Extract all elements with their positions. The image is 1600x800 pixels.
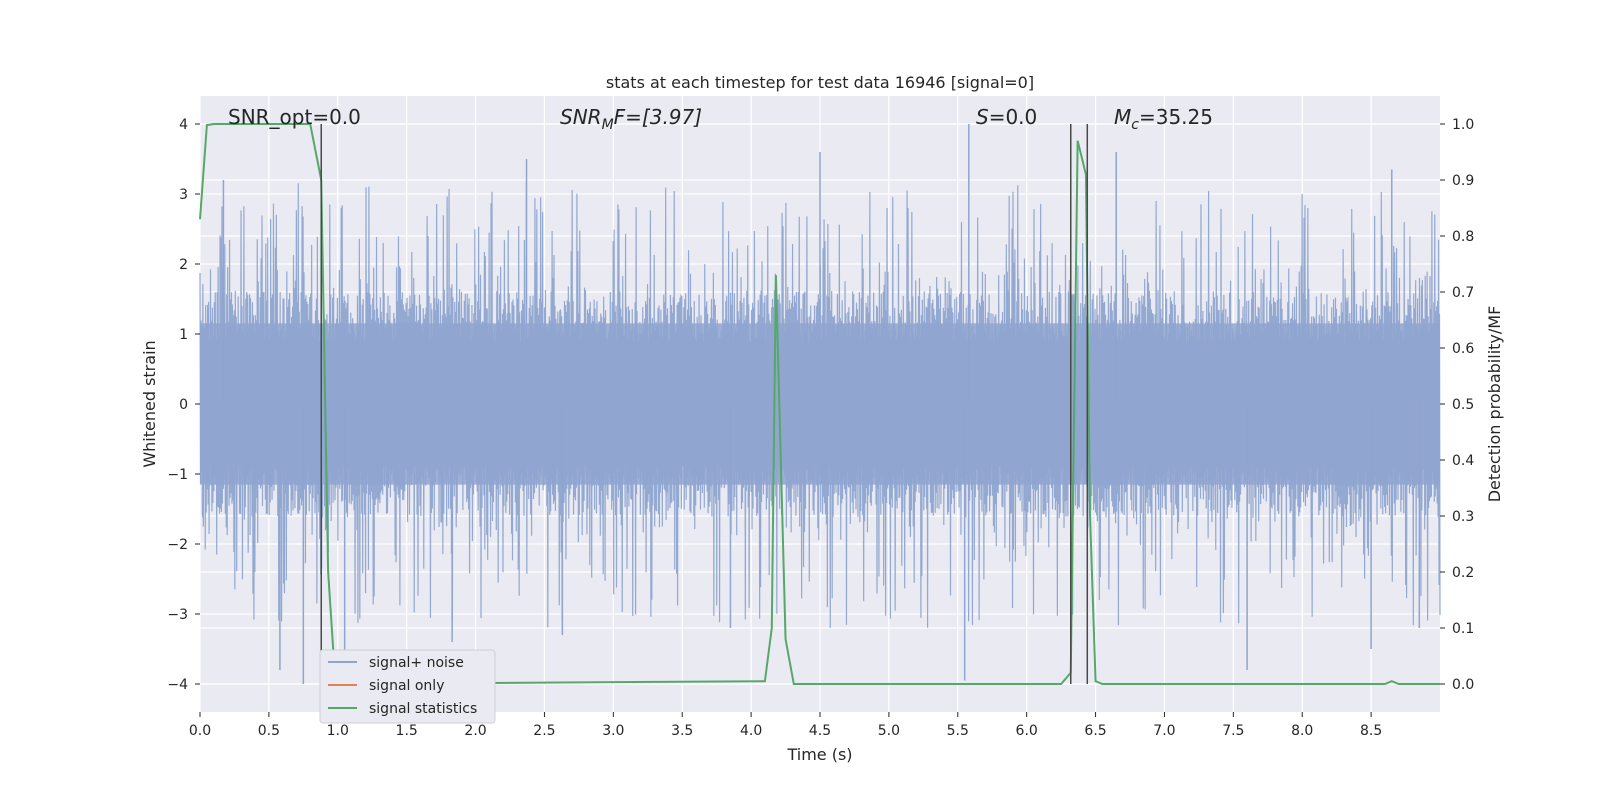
y-left-tick-label: 2	[179, 257, 188, 273]
annotation-snr-opt: SNR_opt=0.0	[228, 105, 361, 129]
x-tick-label: 4.5	[809, 723, 831, 739]
x-tick-label: 8.5	[1360, 723, 1382, 739]
y-left-tick-label: 3	[179, 187, 188, 203]
x-tick-label: 6.5	[1084, 723, 1106, 739]
y-left-tick-label: −1	[167, 467, 188, 483]
x-tick-label: 8.0	[1291, 723, 1313, 739]
x-tick-label: 1.5	[396, 723, 418, 739]
x-tick-label: 6.0	[1016, 723, 1038, 739]
annotation-snr-mf: SNRMF=[3.97]	[560, 105, 702, 133]
y-axis-left-label: Whitened strain	[140, 340, 159, 467]
legend-label-signal-noise: signal+ noise	[369, 655, 464, 671]
statistics-series	[199, 123, 1440, 686]
legend-box	[319, 649, 496, 724]
x-tick-label: 7.5	[1222, 723, 1244, 739]
series-signal-statistics-line	[199, 123, 1440, 686]
x-tick-label: 2.5	[533, 723, 555, 739]
y-left-tick-label: 0	[179, 397, 188, 413]
x-tick-label: 3.0	[602, 723, 624, 739]
annotation-s-symbol: S	[976, 105, 989, 129]
x-tick-label: 3.5	[671, 723, 693, 739]
chart-title: stats at each timestep for test data 169…	[606, 73, 1034, 92]
annotation-snr-mf-rest: F=[3.97]	[614, 105, 702, 129]
x-tick-label: 4.0	[740, 723, 762, 739]
legend-label-signal-only: signal only	[369, 678, 444, 694]
y-left-tick-label: −4	[167, 677, 188, 693]
x-tick-label: 5.5	[947, 723, 969, 739]
x-tick-label: 1.0	[327, 723, 349, 739]
x-axis-label: Time (s)	[786, 745, 852, 764]
annotation-snr-mf-sub: M	[602, 117, 614, 133]
y-left-tick-label: 1	[179, 327, 188, 343]
x-tick-label: 2.0	[464, 723, 486, 739]
y-right-tick-label: 0.4	[1452, 453, 1474, 469]
x-tick-label: 0.5	[258, 723, 280, 739]
legend-label-signal-statistics: signal statistics	[369, 701, 477, 717]
annotation-mc-value: =35.25	[1139, 105, 1213, 129]
legend: signal+ noise signal only signal statist…	[319, 649, 496, 724]
annotation-mc-symbol: M	[1114, 105, 1131, 129]
x-tick-label: 7.0	[1153, 723, 1175, 739]
y-left-tick-label: 4	[179, 117, 188, 133]
y-right-tick-label: 0.8	[1452, 229, 1474, 245]
y-right-tick-label: 0.3	[1452, 509, 1474, 525]
annotation-mc-sub: c	[1131, 117, 1139, 133]
y-right-tick-label: 0.9	[1452, 173, 1474, 189]
annotation-s: S=0.0	[976, 105, 1037, 129]
y-left-tick-label: −2	[167, 537, 188, 553]
y-left-tick-label: −3	[167, 607, 188, 623]
y-right-tick-label: 0.2	[1452, 565, 1474, 581]
y-right-tick-label: 0.6	[1452, 341, 1474, 357]
marker-lines	[320, 124, 1089, 684]
axes: 0.0 0.5 1.0 1.5 2.0 2.5 3.0 3.5 4.0 4.5 5.0 5.5 6.0 6…	[167, 117, 1474, 739]
annotation-mc: Mc=35.25	[1114, 105, 1213, 133]
y-axis-right-label: Detection probability/MF	[1485, 306, 1504, 503]
y-right-tick-label: 0.0	[1452, 677, 1474, 693]
y-right-tick-label: 1.0	[1452, 117, 1474, 133]
y-right-tick-label: 0.1	[1452, 621, 1474, 637]
x-tick-label: 0.0	[189, 723, 211, 739]
strain-series	[199, 124, 1441, 684]
y-right-tick-label: 0.5	[1452, 397, 1474, 413]
annotation-snr-mf-prefix: SNR	[560, 105, 602, 129]
y-right-tick-label: 0.7	[1452, 285, 1474, 301]
annotation-s-value: =0.0	[989, 105, 1038, 129]
x-tick-label: 5.0	[878, 723, 900, 739]
